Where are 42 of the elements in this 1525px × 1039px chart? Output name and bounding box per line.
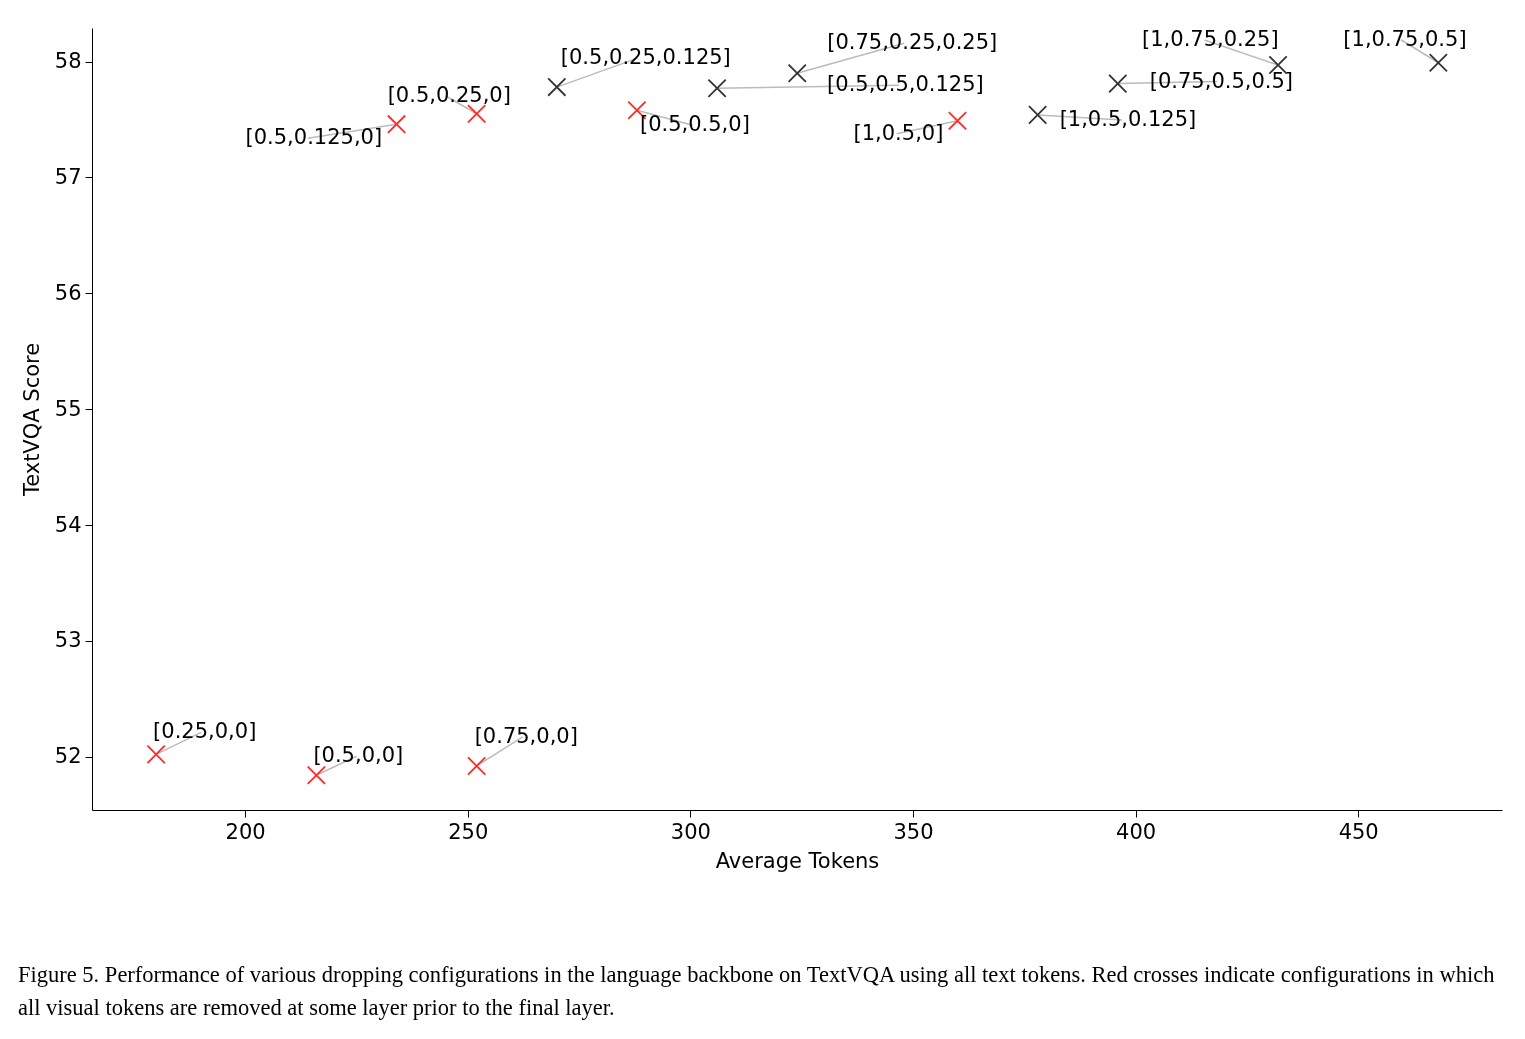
point <box>947 111 968 131</box>
y-axis-title: TextVQA Score <box>19 342 44 498</box>
annotation: [0.5,0.125,0] <box>245 125 383 150</box>
annotation: [0.25,0,0] <box>153 719 257 744</box>
point <box>787 63 807 83</box>
annotation: [0.75,0.5,0.5] <box>1149 68 1294 93</box>
point <box>1028 105 1048 125</box>
annotation: [1,0.75,0.5] <box>1343 26 1467 51</box>
point <box>1108 74 1128 94</box>
annotation: [0.5,0.25,0.125] <box>560 45 731 70</box>
x-tick-label: 400 <box>1116 819 1157 844</box>
y-tick-label: 54 <box>54 512 82 537</box>
annotation: [0.75,0,0] <box>474 723 578 748</box>
y-tick-label: 57 <box>54 164 82 189</box>
point <box>146 744 166 764</box>
y-tick-label: 53 <box>54 628 82 653</box>
point <box>467 756 487 776</box>
x-tick-label: 300 <box>670 819 711 844</box>
annotation: [0.5,0.25,0] <box>387 82 511 107</box>
point <box>707 78 727 98</box>
x-tick-label: 250 <box>448 819 489 844</box>
point <box>306 765 326 785</box>
y-tick-label: 56 <box>54 280 82 305</box>
point <box>547 77 567 97</box>
y-tick-label: 52 <box>54 744 82 769</box>
annotation: [1,0.75,0.25] <box>1142 27 1279 52</box>
caption: Figure 5. Performance of various dropping configurations in the language backbone on TextVQA using all text tokens. Red crosses indicate configurations in which all visual tokens are removed at some layer prior to the final layer. <box>18 961 1496 1022</box>
y-tick-label: 55 <box>54 396 82 421</box>
annotation: [0.5,0.5,0.125] <box>827 72 984 97</box>
annotation: [1,0.5,0] <box>853 120 944 145</box>
point <box>386 114 407 134</box>
y-tick-label: 58 <box>54 49 82 74</box>
annotation: [1,0.5,0.125] <box>1059 106 1197 131</box>
x-tick-label: 350 <box>893 819 934 844</box>
annotation: [0.5,0.5,0] <box>639 112 750 137</box>
annotation: [0.75,0.25,0.25] <box>827 30 998 55</box>
x-tick-label: 200 <box>225 819 266 844</box>
annotation: [0.5,0,0] <box>313 743 404 768</box>
point <box>1428 53 1448 73</box>
x-axis-title: Average Tokens <box>715 848 880 873</box>
point <box>467 104 487 124</box>
x-tick-label: 450 <box>1338 819 1379 844</box>
